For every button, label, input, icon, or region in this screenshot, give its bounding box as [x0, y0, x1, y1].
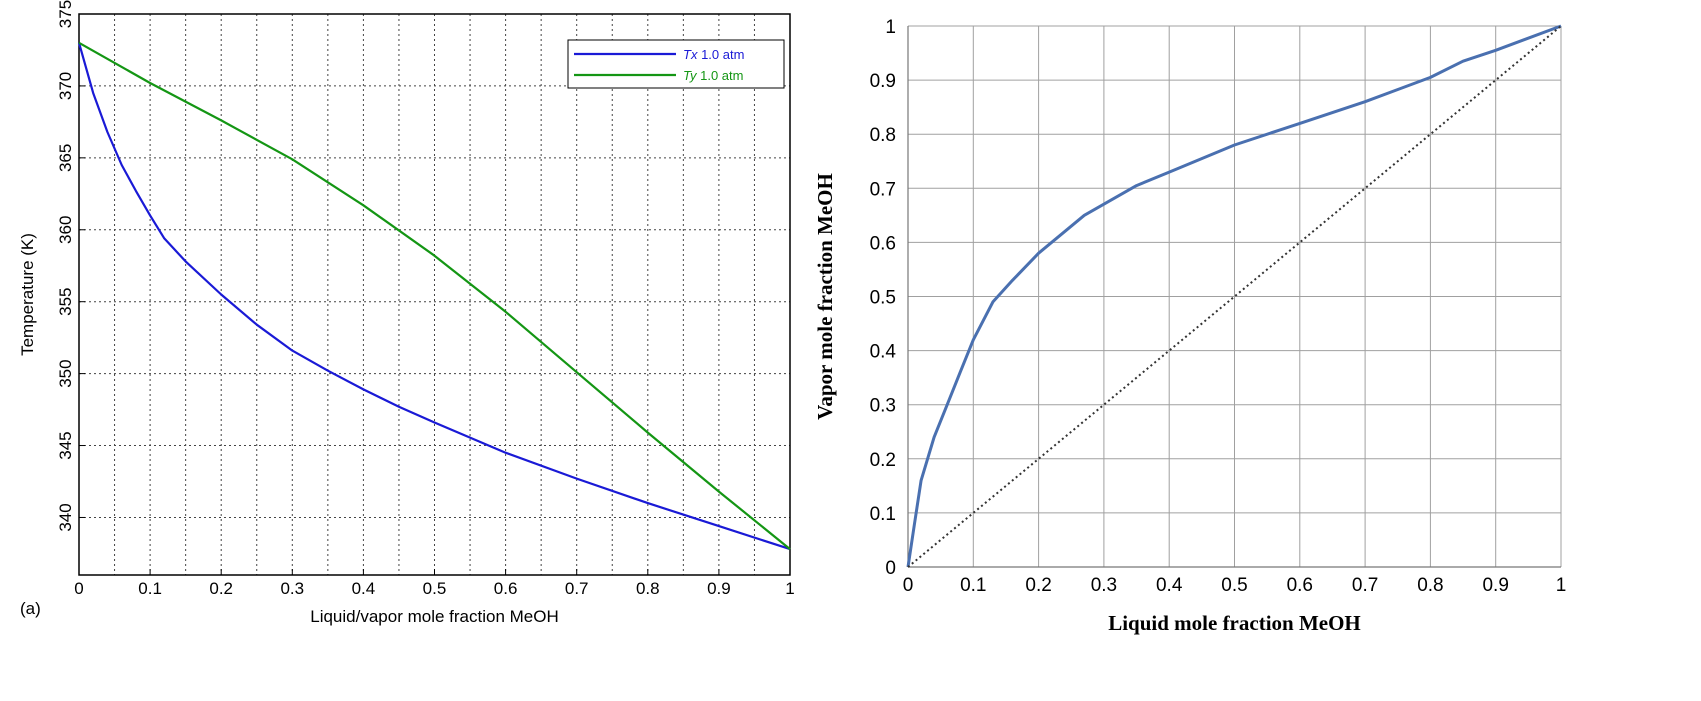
left-y-axis-label: Temperature (K) — [18, 233, 37, 356]
left-x-tick-label: 0.8 — [636, 579, 660, 598]
right-diagonal-reference-line — [907, 25, 1562, 568]
right-x-tick-label: 0.6 — [1287, 575, 1313, 596]
left-x-tick-label: 1 — [785, 579, 794, 598]
right-x-tick-label: 0.3 — [1091, 575, 1117, 596]
right-x-tick-label: 0.5 — [1221, 575, 1247, 596]
right-y-tick-label: 1 — [885, 17, 896, 38]
left-y-tick-label: 355 — [56, 288, 75, 316]
left-y-tick-label: 360 — [56, 216, 75, 244]
right-x-tick-label: 1 — [1556, 575, 1567, 596]
right-y-tick-label: 0.9 — [870, 71, 896, 92]
right-x-tick-label: 0.9 — [1482, 575, 1508, 596]
left-x-tick-label: 0.2 — [209, 579, 233, 598]
left-y-tick-label: 350 — [56, 359, 75, 387]
left-legend-entry-1: Ty 1.0 atm — [683, 68, 743, 83]
right-y-tick-label: 0.1 — [870, 504, 896, 525]
legend-text-rest: 1.0 atm — [697, 47, 744, 62]
legend-italic-symbol: Tx — [683, 47, 698, 62]
legend-italic-symbol: Ty — [683, 68, 698, 83]
right-x-tick-label: 0 — [903, 575, 914, 596]
left-x-tick-label: 0.4 — [352, 579, 376, 598]
right-y-tick-label: 0.5 — [870, 288, 896, 309]
right-y-tick-label: 0.7 — [870, 179, 896, 200]
right-y-tick-label: 0.6 — [870, 233, 896, 254]
right-x-tick-label: 0.1 — [960, 575, 986, 596]
left-series-line-0 — [77, 42, 791, 551]
left-x-tick-label: 0 — [74, 579, 83, 598]
left-x-tick-label: 0.7 — [565, 579, 589, 598]
left-x-tick-label: 0.6 — [494, 579, 518, 598]
right-y-tick-label: 0.2 — [870, 450, 896, 471]
left-x-tick-label: 0.1 — [138, 579, 162, 598]
left-x-axis-label: Liquid/vapor mole fraction MeOH — [310, 607, 559, 626]
left-x-tick-label: 0.3 — [280, 579, 304, 598]
right-y-tick-label: 0.8 — [870, 125, 896, 146]
left-legend-box — [567, 39, 785, 89]
right-x-tick-label: 0.2 — [1025, 575, 1051, 596]
right-x-tick-label: 0.8 — [1417, 575, 1443, 596]
right-x-axis-label: Liquid mole fraction MeOH — [1108, 611, 1361, 635]
left-y-tick-label: 370 — [56, 72, 75, 100]
legend-text-rest: 1.0 atm — [696, 68, 743, 83]
left-y-tick-label: 345 — [56, 431, 75, 459]
left-x-tick-label: 0.5 — [423, 579, 447, 598]
left-x-tick-label: 0.9 — [707, 579, 731, 598]
left-legend-entry-0: Tx 1.0 atm — [683, 47, 744, 62]
left-y-tick-label: 365 — [56, 144, 75, 172]
left-y-tick-label: 340 — [56, 503, 75, 531]
right-x-tick-label: 0.7 — [1352, 575, 1378, 596]
right-y-tick-label: 0.4 — [870, 342, 897, 363]
right-chart-xy-diagram: 0 0.1 0.2 0.3 0.4 0.5 0.6 0.7 0.8 0.9 1 0 0.1 0.2 0.3 0… — [813, 17, 1566, 635]
left-chart-temperature: 0 0.1 0.2 0.3 0.4 0.5 0.6 0.7 0.8 0.9 1 340 345 350 35… — [18, 0, 795, 626]
left-y-tick-label: 375 — [56, 0, 75, 28]
right-y-tick-label: 0.3 — [870, 396, 896, 417]
right-y-axis-label: Vapor mole fraction MeOH — [813, 173, 837, 420]
panel-label: (a) — [20, 599, 41, 618]
right-y-tick-label: 0 — [885, 558, 896, 579]
right-x-tick-label: 0.4 — [1156, 575, 1183, 596]
